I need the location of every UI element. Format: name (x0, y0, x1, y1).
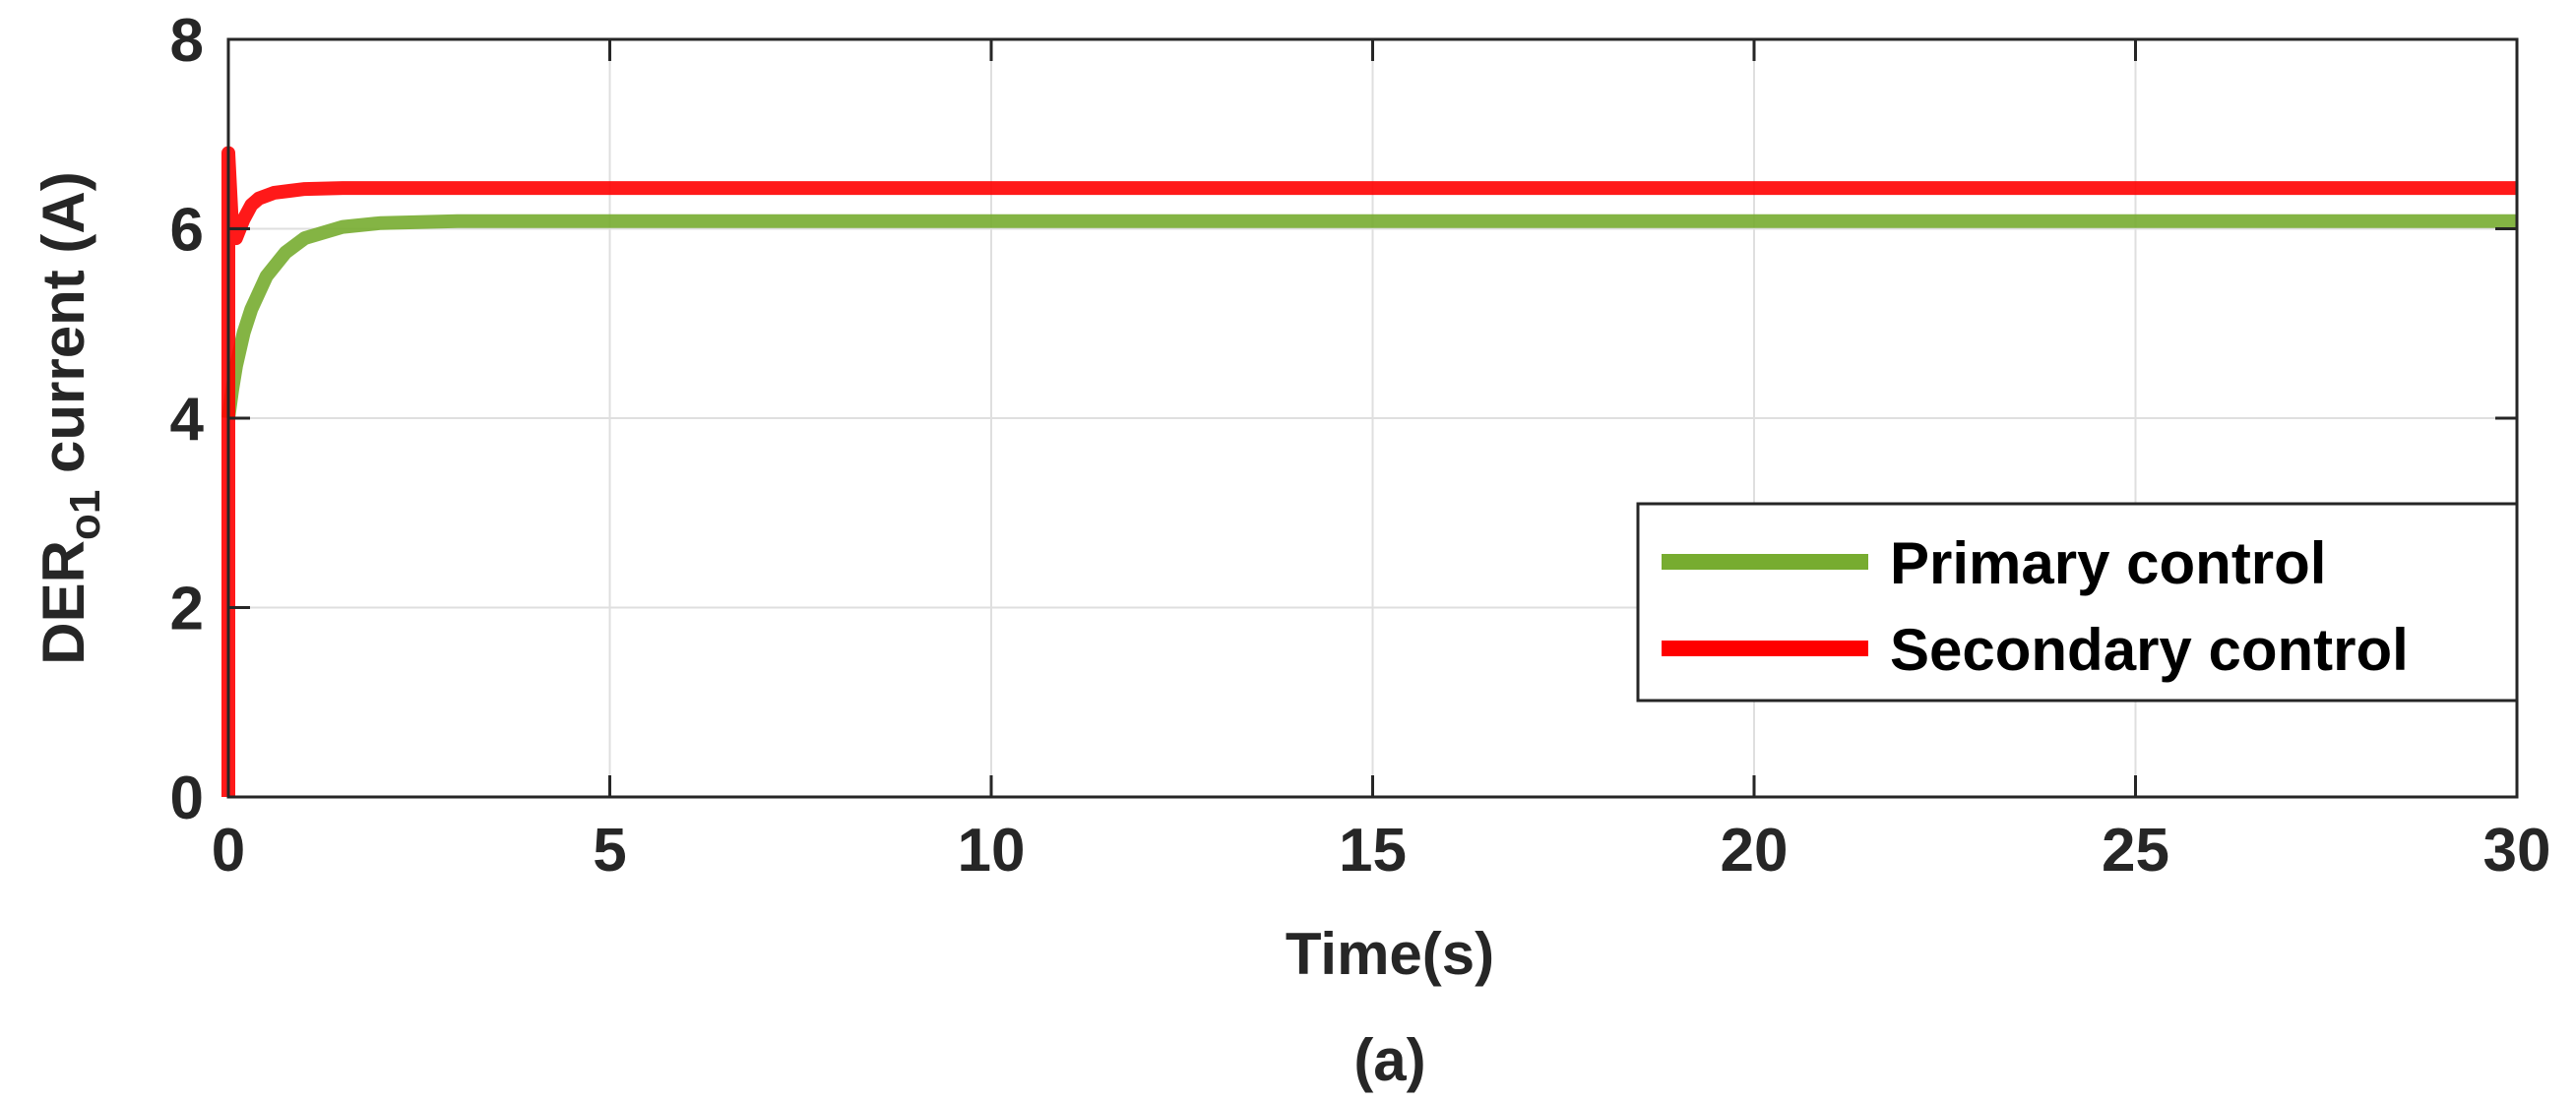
x-tick-label: 0 (212, 817, 245, 885)
y-axis-title-main: DER (31, 540, 96, 665)
y-tick-label: 4 (170, 386, 205, 454)
x-tick-label: 25 (2102, 817, 2169, 885)
x-axis-title: Time(s) (1286, 921, 1494, 987)
tick-labels: 0 5 10 15 20 25 30 0 2 4 6 8 (170, 7, 2551, 885)
series-group (221, 146, 2517, 797)
y-tick-label: 0 (170, 765, 204, 832)
legend-label-primary: Primary control (1890, 530, 2326, 596)
y-tick-label: 6 (170, 197, 204, 265)
legend: Primary control Secondary control (1636, 502, 2519, 703)
series-line-secondary (221, 146, 2517, 797)
series-line-primary (221, 214, 2517, 419)
x-tick-label: 30 (2483, 817, 2551, 885)
y-tick-label: 8 (170, 7, 204, 75)
x-tick-label: 10 (958, 817, 1026, 885)
x-tick-label: 20 (1721, 817, 1789, 885)
legend-box (1636, 502, 2519, 703)
x-tick-label: 5 (593, 817, 626, 885)
x-tick-label: 15 (1339, 817, 1407, 885)
y-axis-title-subscript: o1 (61, 490, 109, 540)
y-tick-label: 2 (170, 576, 204, 643)
caption: (a) (1353, 1027, 1425, 1093)
y-axis-title-suffix: current (A) (31, 171, 96, 489)
y-axis-title: DERo1 current (A) (31, 171, 109, 664)
legend-label-secondary: Secondary control (1890, 617, 2409, 683)
ticks (226, 37, 2519, 799)
